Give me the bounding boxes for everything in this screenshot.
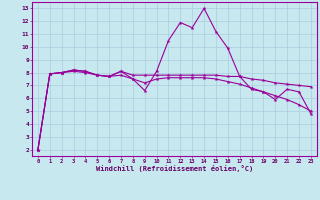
X-axis label: Windchill (Refroidissement éolien,°C): Windchill (Refroidissement éolien,°C) — [96, 165, 253, 172]
